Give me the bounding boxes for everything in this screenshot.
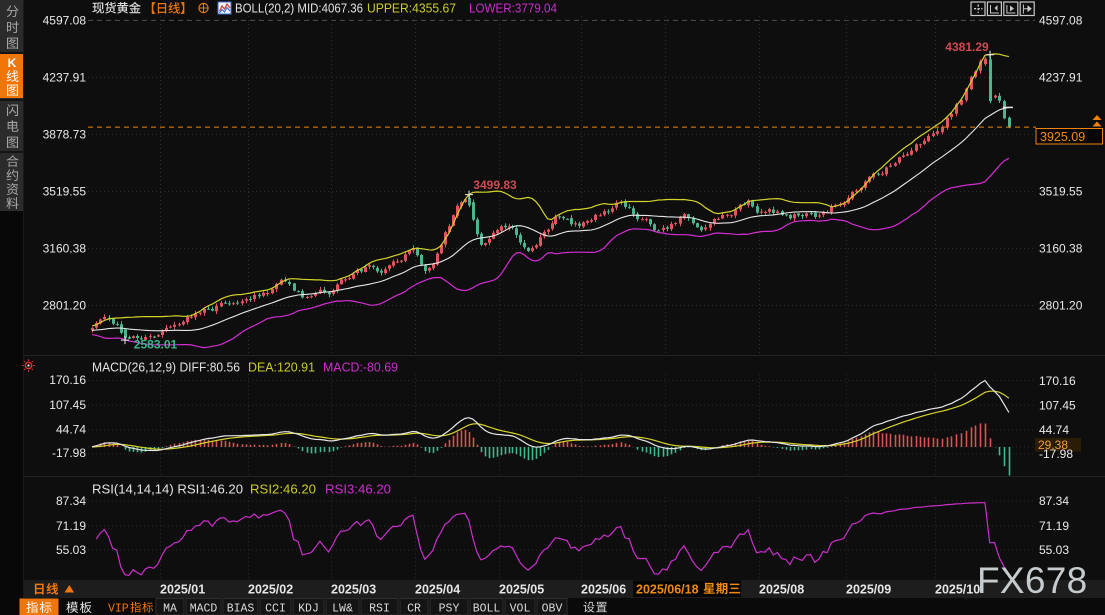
- svg-text:RSI2:46.20: RSI2:46.20: [250, 483, 316, 497]
- svg-text:107.45: 107.45: [1039, 399, 1076, 413]
- svg-text:2025/05: 2025/05: [499, 583, 544, 597]
- svg-text:BOLL(20,2) MID:4067.36: BOLL(20,2) MID:4067.36: [235, 2, 363, 16]
- svg-text:MACD: MACD: [190, 603, 218, 615]
- svg-text:2025/09: 2025/09: [846, 583, 891, 597]
- svg-text:3160.38: 3160.38: [43, 242, 87, 256]
- svg-text:44.74: 44.74: [56, 423, 86, 437]
- svg-text:3878.73: 3878.73: [43, 128, 87, 142]
- svg-text:FX678: FX678: [977, 560, 1088, 601]
- svg-text:2583.01: 2583.01: [134, 338, 178, 352]
- svg-text:2801.20: 2801.20: [1039, 299, 1083, 313]
- svg-text:MACD:-80.69: MACD:-80.69: [323, 361, 398, 375]
- svg-text:2025/03: 2025/03: [331, 583, 376, 597]
- svg-text:3160.38: 3160.38: [1039, 242, 1083, 256]
- svg-text:3499.83: 3499.83: [473, 178, 517, 192]
- svg-text:VOL: VOL: [510, 603, 531, 615]
- svg-text:2025/06: 2025/06: [581, 583, 626, 597]
- svg-text:VIP: VIP: [108, 603, 129, 615]
- svg-text:2801.20: 2801.20: [43, 299, 87, 313]
- svg-text:-17.98: -17.98: [52, 446, 86, 460]
- svg-text:RSI: RSI: [369, 603, 390, 615]
- svg-text:71.19: 71.19: [1039, 519, 1069, 533]
- svg-text:3519.55: 3519.55: [1039, 185, 1083, 199]
- svg-text:4237.91: 4237.91: [1039, 71, 1083, 85]
- svg-text:2025/06/18: 2025/06/18: [636, 583, 699, 597]
- svg-text:LOWER:3779.04: LOWER:3779.04: [469, 2, 557, 16]
- svg-text:PSY: PSY: [439, 603, 460, 615]
- svg-text:71.19: 71.19: [56, 519, 86, 533]
- svg-text:KDJ: KDJ: [298, 603, 319, 615]
- svg-text:4381.29: 4381.29: [945, 40, 989, 54]
- svg-text:55.03: 55.03: [56, 543, 86, 557]
- svg-text:MA: MA: [163, 603, 177, 615]
- svg-text:K: K: [8, 56, 17, 70]
- svg-text:44.74: 44.74: [1039, 423, 1069, 437]
- svg-text:170.16: 170.16: [49, 373, 86, 387]
- svg-text:4237.91: 4237.91: [43, 71, 87, 85]
- svg-text:-17.98: -17.98: [1039, 447, 1073, 461]
- svg-text:2025/04: 2025/04: [415, 583, 460, 597]
- svg-text:2025/10: 2025/10: [935, 583, 980, 597]
- svg-text:RSI3:46.20: RSI3:46.20: [325, 483, 391, 497]
- svg-text:4597.08: 4597.08: [43, 14, 87, 28]
- svg-text:87.34: 87.34: [56, 494, 86, 508]
- svg-text:2025/01: 2025/01: [160, 583, 205, 597]
- svg-text:2025/02: 2025/02: [248, 583, 293, 597]
- svg-text:DEA:120.91: DEA:120.91: [248, 361, 315, 375]
- svg-text:BOLL: BOLL: [473, 603, 501, 615]
- svg-text:3519.55: 3519.55: [43, 185, 87, 199]
- svg-text:OBV: OBV: [542, 603, 563, 615]
- svg-text:LW&: LW&: [332, 603, 353, 615]
- svg-text:2025/08: 2025/08: [759, 583, 804, 597]
- svg-text:CR: CR: [407, 603, 421, 615]
- svg-text:107.45: 107.45: [49, 398, 86, 412]
- svg-text:4597.08: 4597.08: [1039, 14, 1083, 28]
- svg-text:CCI: CCI: [265, 603, 286, 615]
- svg-text:RSI(14,14,14) RSI1:46.20: RSI(14,14,14) RSI1:46.20: [92, 483, 243, 497]
- svg-text:29.38: 29.38: [1038, 438, 1068, 452]
- svg-text:170.16: 170.16: [1039, 374, 1076, 388]
- svg-text:55.03: 55.03: [1039, 543, 1069, 557]
- svg-text:87.34: 87.34: [1039, 494, 1069, 508]
- svg-text:BIAS: BIAS: [227, 603, 255, 615]
- svg-text:UPPER:4355.67: UPPER:4355.67: [367, 2, 456, 16]
- svg-text:MACD(26,12,9) DIFF:80.56: MACD(26,12,9) DIFF:80.56: [92, 361, 240, 375]
- svg-text:3925.09: 3925.09: [1040, 130, 1085, 144]
